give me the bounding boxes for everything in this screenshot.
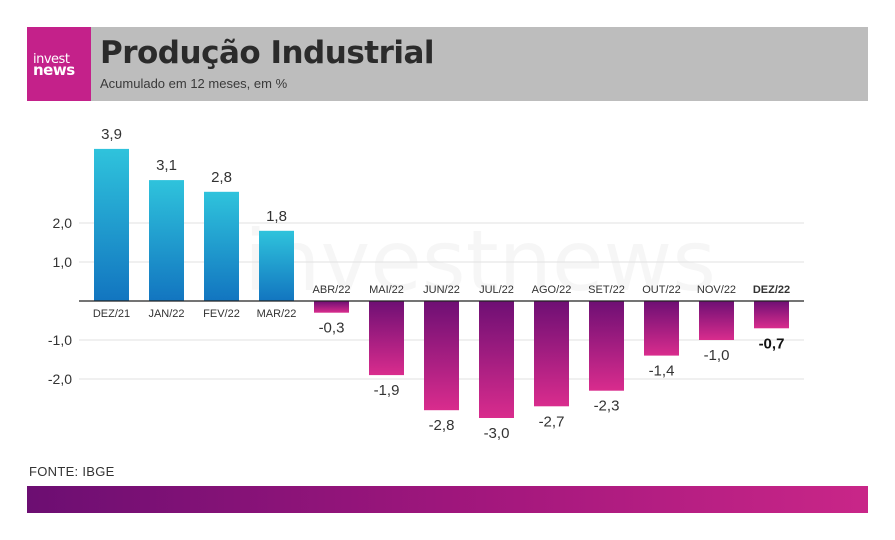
source-note: FONTE: IBGE <box>29 464 115 479</box>
value-label: -0,7 <box>759 335 785 352</box>
y-tick-label: 2,0 <box>53 215 73 231</box>
x-category-label: JUL/22 <box>479 284 514 296</box>
value-label: 1,8 <box>266 208 287 225</box>
value-labels: 3,9 3,1 2,8 1,8 -0,3 -1,9 -2,8 -3,0 -2,7 -2,3 -1,4… <box>101 126 784 442</box>
x-category-label: JAN/22 <box>148 308 184 320</box>
investnews-logo: invest news <box>27 27 91 101</box>
bar <box>149 180 184 301</box>
x-category-label: DEZ/21 <box>93 308 130 320</box>
value-label: -2,7 <box>539 413 565 430</box>
value-label: 2,8 <box>211 169 232 186</box>
x-category-label: ABR/22 <box>313 284 351 296</box>
x-category-label: DEZ/22 <box>753 284 790 296</box>
value-label: -2,8 <box>429 417 455 434</box>
y-tick-label: -2,0 <box>48 371 72 387</box>
bar <box>534 301 569 407</box>
bar <box>369 301 404 376</box>
bar <box>204 191 239 301</box>
bar <box>699 301 734 340</box>
x-category-label: FEV/22 <box>203 308 240 320</box>
chart-title: Produção Industrial <box>100 35 435 71</box>
bar <box>754 301 789 329</box>
x-category-label: MAR/22 <box>257 308 297 320</box>
y-tick-label: -1,0 <box>48 332 72 348</box>
x-category-label: AGO/22 <box>532 284 572 296</box>
value-label: -1,0 <box>704 347 730 364</box>
bar <box>424 301 459 411</box>
x-category-label: SET/22 <box>588 284 625 296</box>
chart-subtitle: Acumulado em 12 meses, em % <box>100 76 288 91</box>
footer-gradient-bar <box>27 486 868 513</box>
value-label: -1,9 <box>374 382 400 399</box>
value-label: -1,4 <box>649 363 675 380</box>
x-category-label: OUT/22 <box>642 284 681 296</box>
bars <box>94 148 789 418</box>
x-category-label: JUN/22 <box>423 284 460 296</box>
logo-text-invest: invest <box>33 52 70 67</box>
y-tick-label: 1,0 <box>53 254 73 270</box>
value-label: -3,0 <box>484 425 510 442</box>
x-category-labels: DEZ/21 JAN/22 FEV/22 MAR/22 ABR/22 MAI/22 JUN/… <box>93 284 790 320</box>
bar <box>589 301 624 391</box>
value-label: 3,9 <box>101 126 122 143</box>
x-category-label: NOV/22 <box>697 284 736 296</box>
y-tick-labels: 2,0 1,0 -1,0 -2,0 <box>48 215 72 387</box>
value-label: 3,1 <box>156 157 177 174</box>
value-label: -0,3 <box>319 320 345 337</box>
value-label: -2,3 <box>594 398 620 415</box>
chart-header: invest news Produção Industrial Acumulad… <box>27 27 868 101</box>
logo-text-news: news <box>33 61 75 79</box>
bar <box>94 148 129 301</box>
bar <box>314 301 349 313</box>
bar <box>259 230 294 301</box>
x-category-label: MAI/22 <box>369 284 404 296</box>
bar <box>644 301 679 356</box>
bar <box>479 301 514 418</box>
